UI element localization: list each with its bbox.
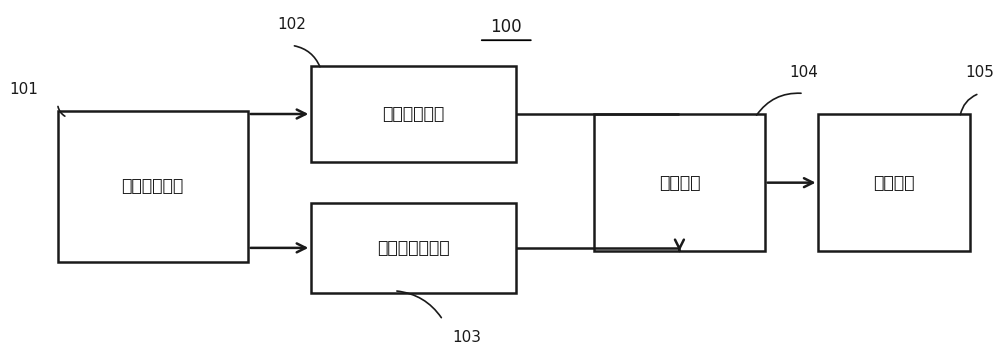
Text: 跟踪单元: 跟踪单元 [873, 174, 915, 192]
FancyBboxPatch shape [311, 66, 516, 162]
FancyBboxPatch shape [311, 203, 516, 293]
Text: 103: 103 [453, 330, 482, 345]
Text: 匹配单元: 匹配单元 [659, 174, 700, 192]
Text: 105: 105 [965, 65, 994, 80]
FancyBboxPatch shape [818, 114, 970, 251]
Text: 前景提取单元: 前景提取单元 [382, 105, 445, 123]
FancyBboxPatch shape [58, 110, 248, 262]
FancyBboxPatch shape [594, 114, 765, 251]
Text: 101: 101 [9, 82, 38, 97]
Text: 图像获取单元: 图像获取单元 [122, 177, 184, 195]
Text: 100: 100 [490, 18, 522, 36]
Text: 102: 102 [277, 17, 306, 32]
Text: 模板树建立单元: 模板树建立单元 [377, 239, 450, 257]
Text: 104: 104 [789, 65, 818, 80]
